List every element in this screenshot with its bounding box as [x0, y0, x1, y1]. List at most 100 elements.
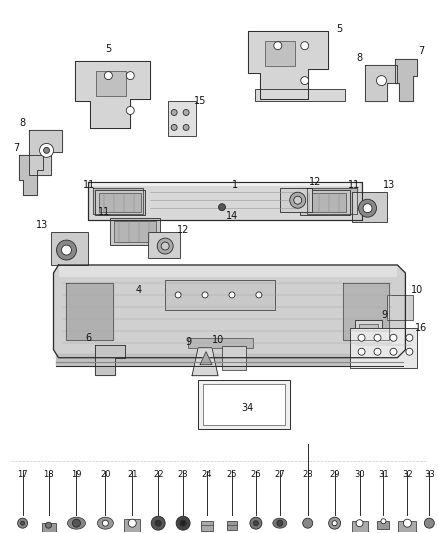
Polygon shape [200, 352, 212, 365]
Circle shape [102, 520, 108, 526]
Text: 5: 5 [105, 44, 112, 54]
Circle shape [171, 109, 177, 116]
Text: 27: 27 [275, 470, 285, 479]
Text: 28: 28 [302, 470, 313, 479]
Text: 4: 4 [135, 285, 141, 295]
Circle shape [390, 334, 397, 341]
Text: 15: 15 [194, 95, 206, 106]
Text: 19: 19 [71, 470, 82, 479]
Bar [350, 328, 417, 368]
Bar [114, 221, 156, 242]
Text: 20: 20 [100, 470, 111, 479]
Circle shape [128, 519, 136, 527]
Circle shape [377, 76, 386, 86]
Bar [188, 338, 253, 348]
Circle shape [328, 517, 341, 529]
Bar [95, 190, 145, 215]
Bar [124, 519, 140, 533]
Circle shape [39, 143, 53, 157]
Bar [88, 182, 361, 220]
Text: 11: 11 [83, 180, 95, 190]
Bar [148, 232, 180, 258]
Text: 32: 32 [402, 470, 413, 479]
Polygon shape [19, 155, 42, 195]
Circle shape [381, 519, 386, 524]
Text: 22: 22 [153, 470, 163, 479]
Text: 13: 13 [36, 220, 49, 230]
Text: 33: 33 [424, 470, 434, 479]
Bar [96, 71, 126, 95]
Circle shape [72, 519, 81, 527]
Bar [203, 384, 285, 425]
Circle shape [356, 520, 363, 527]
Text: 34: 34 [242, 402, 254, 413]
Text: 8: 8 [20, 118, 26, 128]
Circle shape [303, 518, 313, 528]
Text: 30: 30 [354, 470, 365, 479]
Text: 25: 25 [227, 470, 237, 479]
Circle shape [363, 204, 372, 213]
Polygon shape [192, 348, 218, 376]
Polygon shape [67, 283, 113, 340]
Circle shape [46, 522, 52, 528]
Circle shape [229, 292, 235, 298]
Bar [399, 521, 417, 533]
Circle shape [175, 292, 181, 298]
Polygon shape [396, 59, 417, 101]
Circle shape [256, 292, 262, 298]
Text: 7: 7 [14, 143, 20, 154]
Text: 16: 16 [415, 323, 427, 333]
Circle shape [176, 516, 190, 530]
Text: 5: 5 [336, 24, 343, 34]
Polygon shape [95, 345, 125, 375]
Polygon shape [93, 188, 143, 214]
Circle shape [254, 521, 258, 526]
Polygon shape [75, 61, 150, 128]
Circle shape [157, 238, 173, 254]
Circle shape [301, 42, 309, 50]
Bar [59, 265, 397, 277]
Circle shape [332, 521, 337, 526]
Circle shape [358, 334, 365, 341]
Circle shape [359, 199, 377, 217]
Circle shape [374, 334, 381, 341]
Circle shape [358, 348, 365, 355]
Bar [50, 232, 88, 265]
Text: 24: 24 [202, 470, 212, 479]
Circle shape [21, 521, 25, 525]
Circle shape [274, 42, 282, 50]
Circle shape [374, 348, 381, 355]
Bar [359, 324, 378, 342]
Bar [255, 88, 345, 101]
Text: 8: 8 [357, 53, 363, 63]
Polygon shape [307, 188, 357, 214]
Bar [265, 41, 295, 66]
Text: 10: 10 [411, 285, 424, 295]
Text: 13: 13 [383, 180, 396, 190]
Circle shape [126, 71, 134, 79]
Bar [355, 320, 382, 345]
Polygon shape [248, 31, 328, 99]
Bar [352, 192, 388, 222]
Circle shape [301, 77, 309, 85]
Circle shape [161, 242, 169, 250]
Bar [300, 190, 350, 215]
Bar [99, 193, 141, 212]
Bar [227, 521, 237, 530]
Circle shape [403, 519, 411, 527]
Polygon shape [53, 265, 406, 358]
Circle shape [219, 204, 226, 211]
Circle shape [104, 71, 112, 79]
Polygon shape [343, 283, 389, 340]
Text: 31: 31 [378, 470, 389, 479]
Text: 1: 1 [232, 180, 238, 190]
Circle shape [61, 245, 71, 255]
Text: 26: 26 [251, 470, 261, 479]
Text: 6: 6 [85, 333, 92, 343]
Text: 21: 21 [127, 470, 138, 479]
Circle shape [180, 520, 186, 526]
Bar [222, 346, 246, 370]
Circle shape [183, 124, 189, 131]
Circle shape [424, 518, 434, 528]
Ellipse shape [97, 517, 113, 529]
